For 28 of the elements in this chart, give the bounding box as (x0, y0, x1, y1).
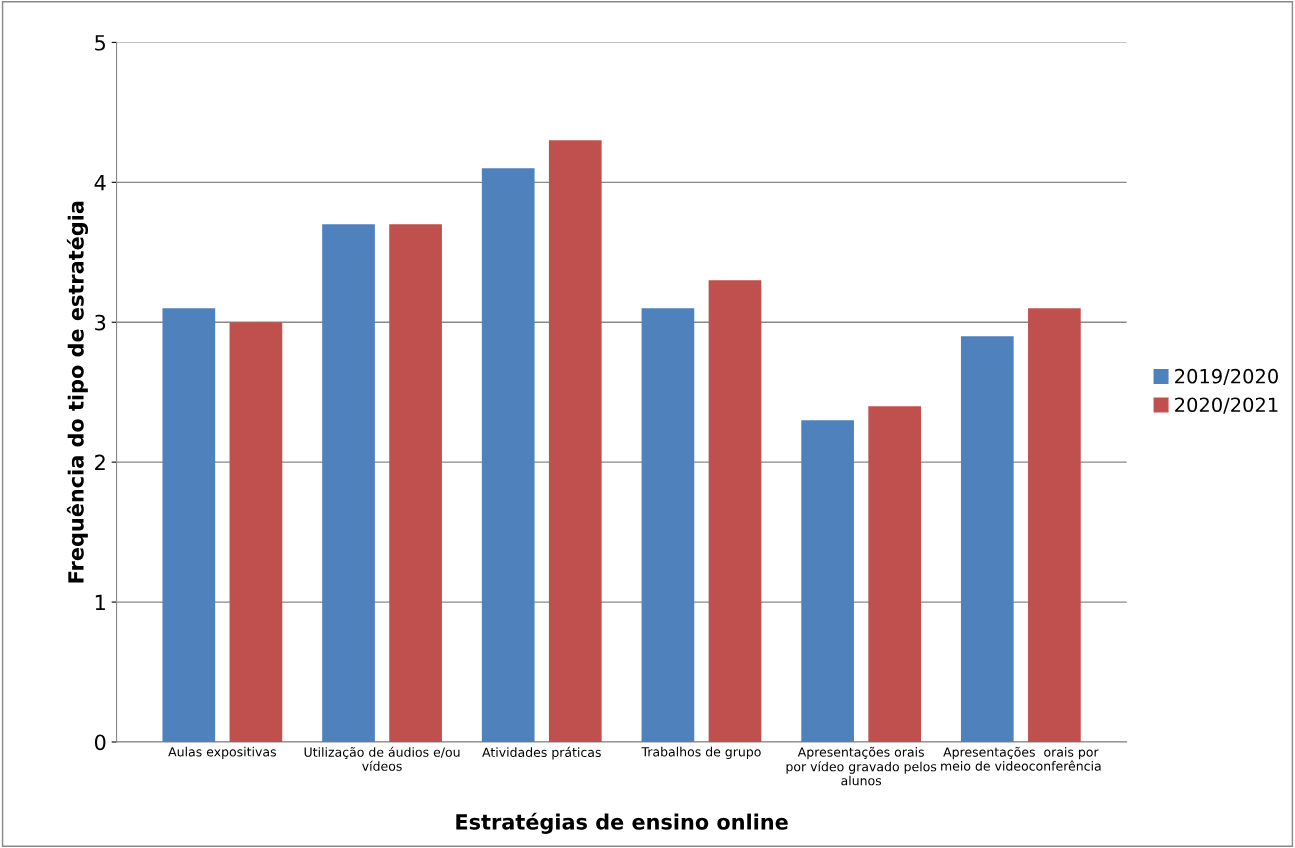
legend-label: 2020/2021 (1175, 397, 1278, 414)
bar (548, 140, 602, 742)
x-axis-title: Estratégias de ensino online (456, 812, 788, 834)
bar (162, 308, 216, 742)
bar (1028, 308, 1081, 742)
bar (229, 322, 283, 742)
x-tick-label: Aulas expositivas (168, 746, 276, 759)
y-tick-label: 1 (95, 594, 105, 610)
y-tick-label: 0 (94, 734, 106, 751)
bar (641, 308, 695, 742)
y-tick-label: 3 (95, 314, 106, 331)
bar (801, 420, 854, 742)
bar (322, 224, 375, 742)
x-tick-label: Apresentações orais por vídeo gravado pelos alunos (786, 746, 937, 786)
x-tick-label: Trabalhos de grupo (641, 746, 761, 759)
bar (868, 406, 922, 742)
bar (708, 280, 762, 742)
y-tick-label: 2 (95, 454, 105, 471)
x-tick-label: Atividades práticas (482, 746, 601, 760)
bar (481, 168, 535, 742)
x-tick-label: Apresentações orais por meio de videoconferência (941, 746, 1101, 771)
x-tick-label: Utilização de áudios e/ou vídeos (304, 746, 460, 771)
bar (389, 224, 442, 742)
legend-label: 2019/2020 (1175, 368, 1278, 386)
y-tick-label: 4 (94, 175, 106, 191)
y-axis-title: Frequência do tipo de estratégia (66, 201, 89, 583)
y-tick-label: 5 (95, 35, 106, 51)
bar (960, 336, 1014, 742)
